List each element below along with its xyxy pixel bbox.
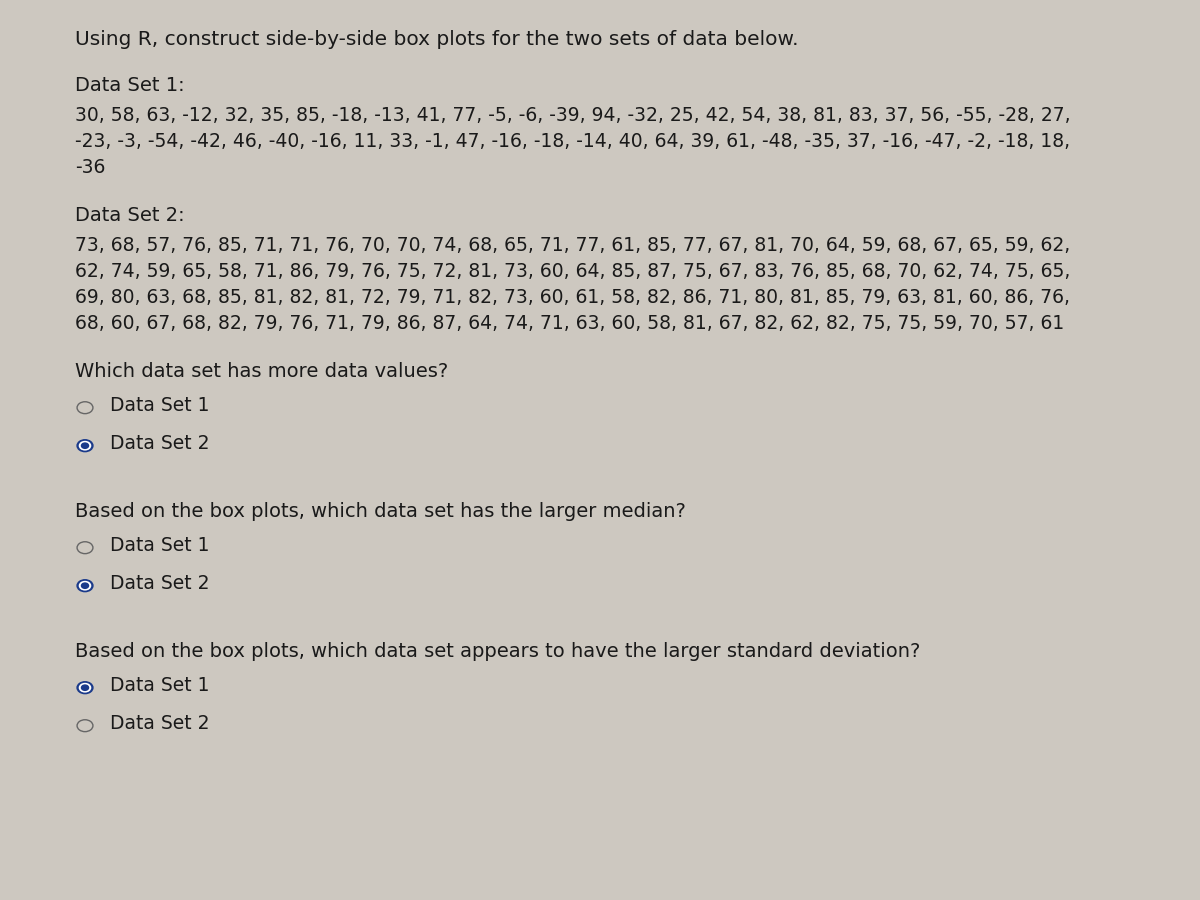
Text: -36: -36 (74, 158, 106, 177)
Text: 73, 68, 57, 76, 85, 71, 71, 76, 70, 70, 74, 68, 65, 71, 77, 61, 85, 77, 67, 81, : 73, 68, 57, 76, 85, 71, 71, 76, 70, 70, … (74, 236, 1070, 255)
Text: Data Set 1: Data Set 1 (110, 396, 210, 415)
Text: Data Set 1:: Data Set 1: (74, 76, 185, 95)
Text: Based on the box plots, which data set has the larger median?: Based on the box plots, which data set h… (74, 502, 686, 521)
Text: Data Set 1: Data Set 1 (110, 536, 210, 555)
Text: Which data set has more data values?: Which data set has more data values? (74, 362, 449, 381)
Text: 62, 74, 59, 65, 58, 71, 86, 79, 76, 75, 72, 81, 73, 60, 64, 85, 87, 75, 67, 83, : 62, 74, 59, 65, 58, 71, 86, 79, 76, 75, … (74, 262, 1070, 281)
Text: 68, 60, 67, 68, 82, 79, 76, 71, 79, 86, 87, 64, 74, 71, 63, 60, 58, 81, 67, 82, : 68, 60, 67, 68, 82, 79, 76, 71, 79, 86, … (74, 314, 1064, 333)
Text: Based on the box plots, which data set appears to have the larger standard devia: Based on the box plots, which data set a… (74, 642, 920, 661)
Text: 69, 80, 63, 68, 85, 81, 82, 81, 72, 79, 71, 82, 73, 60, 61, 58, 82, 86, 71, 80, : 69, 80, 63, 68, 85, 81, 82, 81, 72, 79, … (74, 288, 1070, 307)
Text: Data Set 2: Data Set 2 (110, 574, 210, 593)
Text: 30, 58, 63, -12, 32, 35, 85, -18, -13, 41, 77, -5, -6, -39, 94, -32, 25, 42, 54,: 30, 58, 63, -12, 32, 35, 85, -18, -13, 4… (74, 106, 1070, 125)
Text: Data Set 2: Data Set 2 (110, 434, 210, 453)
Text: Data Set 2:: Data Set 2: (74, 206, 185, 225)
Text: Using R, construct side-by-side box plots for the two sets of data below.: Using R, construct side-by-side box plot… (74, 30, 798, 49)
Text: Data Set 1: Data Set 1 (110, 676, 210, 695)
Text: -23, -3, -54, -42, 46, -40, -16, 11, 33, -1, 47, -16, -18, -14, 40, 64, 39, 61, : -23, -3, -54, -42, 46, -40, -16, 11, 33,… (74, 132, 1070, 151)
Text: Data Set 2: Data Set 2 (110, 714, 210, 733)
